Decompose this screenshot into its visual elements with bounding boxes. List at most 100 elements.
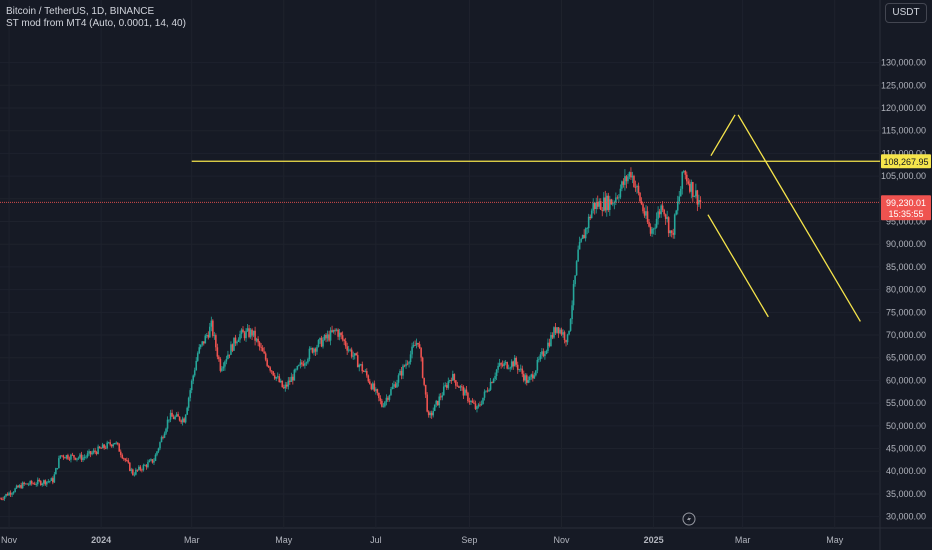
candle-body xyxy=(272,371,275,376)
candle-body xyxy=(205,335,208,336)
candle-body xyxy=(536,359,539,371)
candle-body xyxy=(429,412,431,416)
candle-body xyxy=(169,412,172,420)
currency-button[interactable]: USDT xyxy=(885,3,927,23)
candle-body xyxy=(578,241,581,250)
price-tick-label: 85,000.00 xyxy=(886,262,926,272)
candle-body xyxy=(580,238,582,242)
candle-body xyxy=(356,355,359,368)
last-price-tag xyxy=(881,195,931,221)
price-tick-label: 60,000.00 xyxy=(886,375,926,385)
candle-body xyxy=(696,190,699,205)
candle-body xyxy=(125,460,128,462)
candle-body xyxy=(47,481,50,483)
price-axis[interactable]: 30,000.00 35,000.00 40,000.00 45,000.00 50,0… xyxy=(881,58,926,522)
time-tick-label: Jul xyxy=(370,535,382,545)
candle-body xyxy=(673,214,676,235)
candle-body xyxy=(583,234,585,239)
candle-body xyxy=(52,478,54,483)
candle-body xyxy=(501,364,504,366)
candle-body xyxy=(45,481,48,485)
candle-body xyxy=(15,485,18,489)
candle-body xyxy=(530,374,533,377)
candle-body xyxy=(362,371,365,372)
candle-body xyxy=(190,380,193,391)
candle-body xyxy=(234,337,237,344)
candle-body xyxy=(593,202,596,210)
candle-body xyxy=(421,357,424,378)
candle-body xyxy=(364,371,367,372)
candle-body xyxy=(408,362,410,364)
candle-body xyxy=(352,355,355,357)
candle-body xyxy=(370,384,373,390)
candle-body xyxy=(210,320,213,327)
candle-body xyxy=(515,357,518,365)
candle-body xyxy=(202,341,205,344)
candle-body xyxy=(33,483,36,485)
candle-body xyxy=(233,337,235,351)
candle-body xyxy=(216,347,219,357)
candle-body xyxy=(625,176,628,182)
candle-body xyxy=(693,196,696,198)
candle-body xyxy=(107,442,110,444)
candle-body xyxy=(6,493,9,496)
candle-body xyxy=(571,305,573,320)
indicator-title[interactable]: ST mod from MT4 (Auto, 0.0001, 14, 40) xyxy=(6,18,186,29)
candle-body xyxy=(121,454,124,459)
candle-body xyxy=(94,450,96,452)
candle-body xyxy=(227,354,229,359)
candle-body xyxy=(258,342,261,347)
candle-body xyxy=(30,481,33,484)
candle-body xyxy=(130,469,133,471)
candle-body xyxy=(699,200,702,203)
candle-body xyxy=(557,327,560,334)
candle-body xyxy=(207,335,210,338)
candle-body xyxy=(471,400,474,403)
trend-drawings[interactable] xyxy=(191,114,880,322)
candle-body xyxy=(649,226,652,234)
candle-body xyxy=(38,479,41,481)
candle-body xyxy=(479,404,481,406)
symbol-title[interactable]: Bitcoin / TetherUS, 1D, BINANCE xyxy=(6,6,155,17)
candle-body xyxy=(3,496,6,499)
candle-body xyxy=(621,181,623,189)
candle-body xyxy=(144,465,146,466)
lightning-icon[interactable] xyxy=(682,512,696,526)
candle-body xyxy=(554,327,557,333)
candle-body xyxy=(506,362,508,369)
candle-body xyxy=(473,402,475,404)
candle-body xyxy=(442,386,445,396)
candle-body xyxy=(367,375,370,382)
candle-body xyxy=(142,465,145,471)
candle-body xyxy=(278,376,281,383)
price-tick-label: 45,000.00 xyxy=(886,444,926,454)
candle-body xyxy=(643,211,646,216)
candle-body xyxy=(361,364,364,372)
time-axis[interactable]: Nov 2024 Mar May Jul Sep Nov 2025 Mar May xyxy=(1,535,844,545)
candle-body xyxy=(405,363,407,367)
candle-body xyxy=(507,368,510,370)
candle-body xyxy=(462,387,465,396)
candle-body xyxy=(390,388,392,396)
candle-body xyxy=(489,381,492,390)
candle-body xyxy=(527,380,530,383)
candle-body xyxy=(512,361,515,367)
candle-body xyxy=(373,383,376,391)
candle-body xyxy=(541,351,543,355)
candle-body xyxy=(109,442,111,445)
candle-body xyxy=(550,334,552,347)
candle-body xyxy=(435,400,438,405)
candle-body xyxy=(492,379,495,383)
candle-body xyxy=(420,348,422,358)
candle-body xyxy=(519,368,522,370)
candle-body xyxy=(424,384,427,395)
candle-body xyxy=(308,348,311,360)
candle-body xyxy=(584,228,587,239)
candle-body xyxy=(135,469,137,475)
candle-body xyxy=(695,190,697,197)
candle-body xyxy=(184,414,187,423)
price-tick-label: 110,000.00 xyxy=(882,148,926,158)
candle-body xyxy=(237,339,240,342)
candle-body xyxy=(222,366,225,369)
